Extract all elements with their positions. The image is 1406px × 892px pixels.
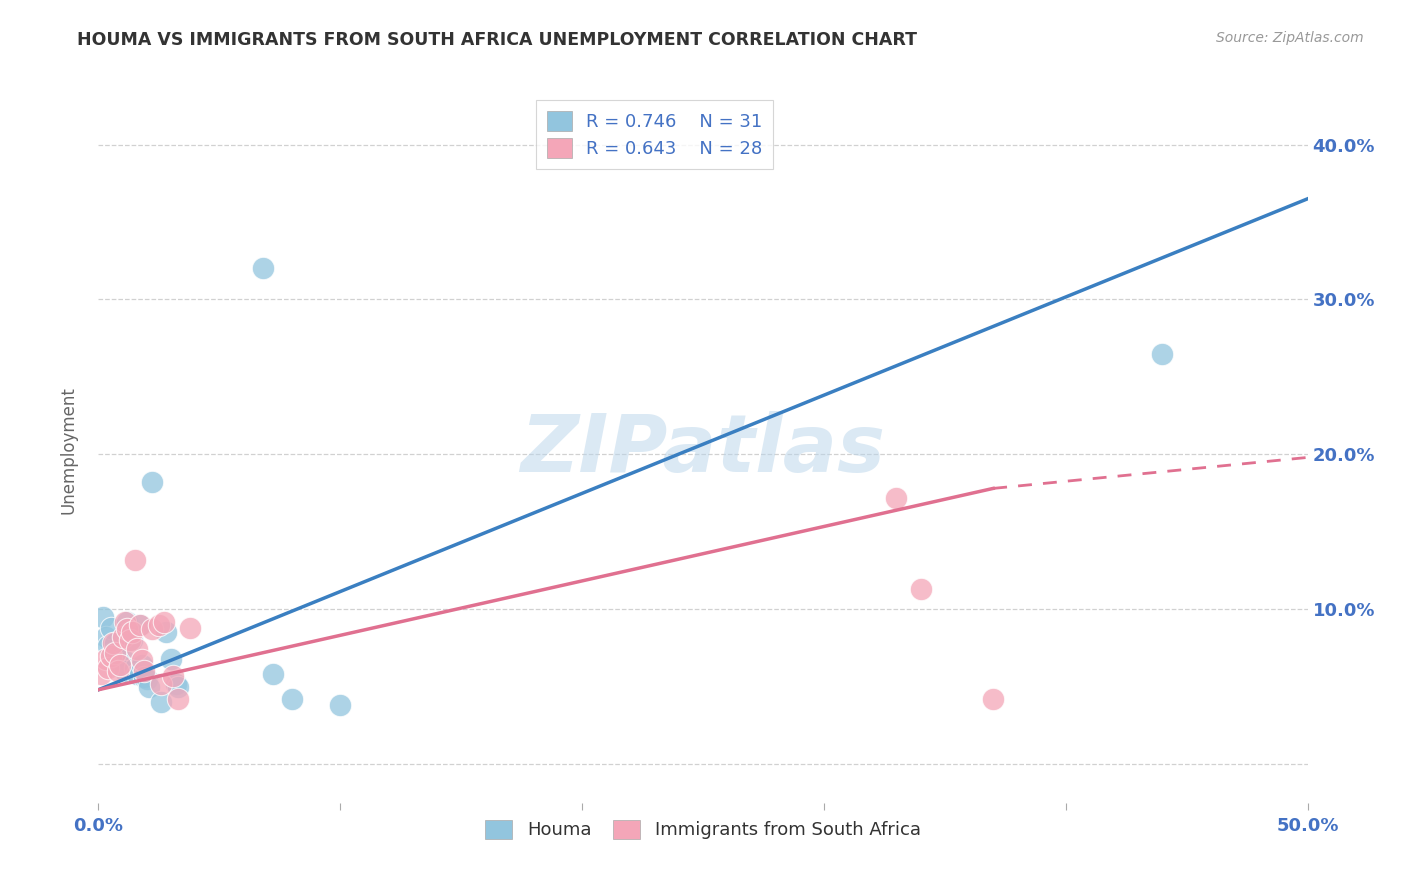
Point xyxy=(127,642,149,657)
Point xyxy=(90,667,112,681)
Point xyxy=(167,680,190,694)
Point xyxy=(134,670,156,684)
Point xyxy=(135,672,157,686)
Point xyxy=(131,653,153,667)
Y-axis label: Unemployment: Unemployment xyxy=(59,386,77,515)
Point xyxy=(165,676,187,690)
Point xyxy=(121,633,143,648)
Point xyxy=(141,475,163,490)
Point xyxy=(108,657,131,672)
Point xyxy=(155,625,177,640)
Point xyxy=(111,630,134,644)
Text: ZIPatlas: ZIPatlas xyxy=(520,411,886,490)
Point xyxy=(91,610,114,624)
Point xyxy=(138,680,160,694)
Point xyxy=(127,667,149,681)
Point xyxy=(108,657,131,671)
Point xyxy=(124,661,146,675)
Point xyxy=(107,648,129,663)
Point xyxy=(118,625,141,640)
Point xyxy=(94,630,117,644)
Point xyxy=(94,652,117,666)
Point xyxy=(141,623,163,637)
Point xyxy=(107,664,129,678)
Point xyxy=(148,617,170,632)
Point xyxy=(281,692,304,706)
Point xyxy=(101,636,124,650)
Point xyxy=(100,648,122,663)
Point xyxy=(167,692,190,706)
Point xyxy=(124,552,146,566)
Point xyxy=(117,623,139,637)
Text: HOUMA VS IMMIGRANTS FROM SOUTH AFRICA UNEMPLOYMENT CORRELATION CHART: HOUMA VS IMMIGRANTS FROM SOUTH AFRICA UN… xyxy=(77,31,917,49)
Point xyxy=(134,664,156,678)
Point xyxy=(152,615,174,629)
Point xyxy=(104,636,127,650)
Point xyxy=(886,491,908,505)
Point xyxy=(118,633,141,648)
Point xyxy=(121,625,143,640)
Point xyxy=(981,692,1004,706)
Point xyxy=(252,261,274,276)
Text: Source: ZipAtlas.com: Source: ZipAtlas.com xyxy=(1216,31,1364,45)
Point xyxy=(97,661,120,675)
Point xyxy=(114,615,136,629)
Point xyxy=(329,698,352,713)
Point xyxy=(150,695,173,709)
Point xyxy=(128,617,150,632)
Point xyxy=(262,667,284,681)
Point xyxy=(162,669,184,683)
Point xyxy=(100,621,122,635)
Point xyxy=(114,664,136,678)
Point xyxy=(150,676,173,690)
Point xyxy=(104,646,127,660)
Point xyxy=(128,617,150,632)
Point xyxy=(101,646,124,660)
Legend: Houma, Immigrants from South Africa: Houma, Immigrants from South Africa xyxy=(478,813,928,847)
Point xyxy=(160,652,183,666)
Point xyxy=(910,582,932,596)
Point xyxy=(97,640,120,654)
Point xyxy=(131,657,153,672)
Point xyxy=(117,615,139,629)
Point xyxy=(111,652,134,666)
Point xyxy=(179,621,201,635)
Point xyxy=(1152,346,1174,360)
